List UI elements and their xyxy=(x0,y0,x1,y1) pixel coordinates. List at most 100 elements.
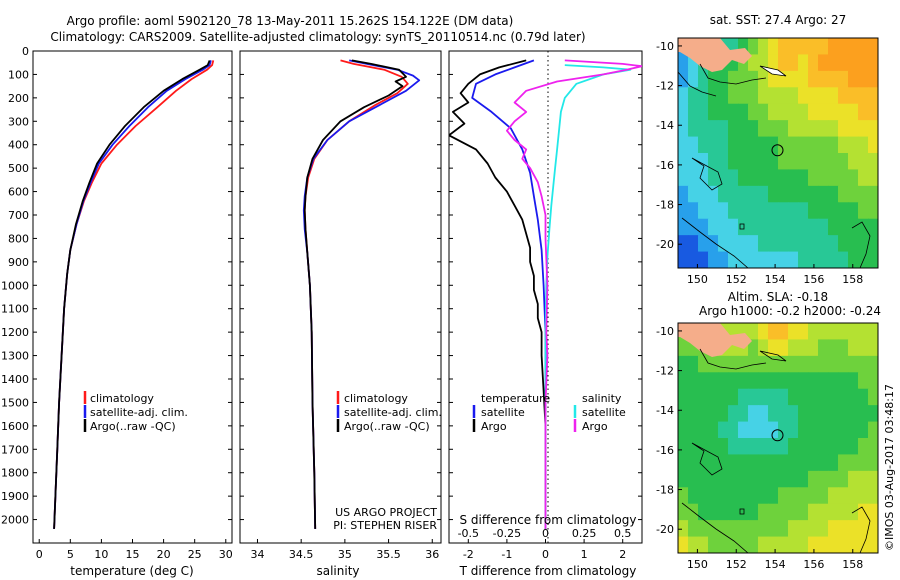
x-tick-label: 34 xyxy=(250,548,264,561)
map-cell xyxy=(868,323,878,341)
map-cell xyxy=(818,339,829,357)
map-cell xyxy=(748,438,759,456)
map-cell xyxy=(768,169,779,187)
reef-contour xyxy=(739,223,745,230)
map-cell xyxy=(708,438,719,456)
map-cell xyxy=(858,54,869,72)
series-line-3 xyxy=(303,59,407,529)
map-cell xyxy=(718,405,729,423)
map-cell xyxy=(808,120,819,138)
map-cell xyxy=(798,120,809,138)
y-tick-label: 900 xyxy=(8,256,29,269)
map-cell xyxy=(848,421,859,439)
map-cell xyxy=(838,487,849,505)
map-cell xyxy=(698,87,709,105)
y-tick-label: 1200 xyxy=(1,326,29,339)
map-cell xyxy=(678,70,689,88)
map-cell xyxy=(828,235,839,253)
map-cell xyxy=(708,235,719,253)
sst-field xyxy=(678,38,878,268)
map-cell xyxy=(808,202,819,220)
map-cell xyxy=(778,454,789,472)
map-cell xyxy=(698,202,709,220)
map-cell xyxy=(718,202,729,220)
map-cell xyxy=(718,185,729,203)
map-cell xyxy=(738,153,749,171)
map-cell xyxy=(858,503,869,521)
x-tick-label: -2 xyxy=(463,548,474,561)
salinity-series xyxy=(302,59,421,529)
y-tick-label: 1300 xyxy=(1,350,29,363)
map-cell xyxy=(828,323,839,341)
argo-position-marker xyxy=(771,144,784,157)
map-cell xyxy=(808,339,819,357)
map-cell xyxy=(748,372,759,390)
map-cell xyxy=(758,339,769,357)
x-tick-label: 10 xyxy=(94,548,108,561)
map-cell xyxy=(798,218,809,236)
map-cell xyxy=(698,520,709,538)
map-cell xyxy=(758,372,769,390)
map-cell xyxy=(688,339,699,357)
map-cell xyxy=(778,503,789,521)
salinity-panel-frame xyxy=(239,50,442,544)
map-cell xyxy=(788,54,799,72)
map-cell xyxy=(828,70,839,88)
reef-contour xyxy=(691,157,723,191)
y-tick-label: 1600 xyxy=(1,420,29,433)
map-cell xyxy=(678,503,689,521)
map-cell xyxy=(788,235,799,253)
map-cell xyxy=(698,503,709,521)
y-tick-label: -14 xyxy=(656,404,674,417)
map-cell xyxy=(858,136,869,154)
map-cell xyxy=(778,120,789,138)
map-cell xyxy=(778,388,789,406)
map-cell xyxy=(698,136,709,154)
map-cell xyxy=(798,38,809,56)
series-line-3 xyxy=(53,60,211,529)
map-cell xyxy=(818,87,829,105)
map-cell xyxy=(758,54,769,72)
map-cell xyxy=(758,323,769,341)
map-cell xyxy=(718,70,729,88)
map-cell xyxy=(678,251,689,268)
coast-contour xyxy=(681,502,749,553)
y-tick-label: -10 xyxy=(656,40,674,53)
map-cell xyxy=(848,372,859,390)
map-cell xyxy=(788,185,799,203)
map-cell xyxy=(758,169,769,187)
map-cell xyxy=(788,323,799,341)
map-cell xyxy=(848,520,859,538)
map-cell xyxy=(838,218,849,236)
map-cell xyxy=(838,438,849,456)
map-cell xyxy=(848,388,859,406)
map-cell xyxy=(838,251,849,268)
map-cell xyxy=(868,339,878,357)
map-cell xyxy=(778,70,789,88)
y-tick-label: -12 xyxy=(656,365,674,378)
map-cell xyxy=(728,520,739,538)
map-cell xyxy=(798,454,809,472)
map-cell xyxy=(788,355,799,373)
map-cell xyxy=(788,421,799,439)
map-cell xyxy=(798,372,809,390)
y-tick-label: -18 xyxy=(656,199,674,212)
map-cell xyxy=(738,388,749,406)
map-cell xyxy=(868,54,878,72)
map-cell xyxy=(798,487,809,505)
temperature-series xyxy=(53,60,215,529)
map-cell xyxy=(828,218,839,236)
map-cell xyxy=(838,372,849,390)
map-cell xyxy=(688,487,699,505)
legend-t-satellite-label: satellite xyxy=(481,406,525,419)
map-cell xyxy=(768,54,779,72)
map-cell xyxy=(778,87,789,105)
map-cell xyxy=(798,153,809,171)
map-cell xyxy=(818,405,829,423)
map-cell xyxy=(698,120,709,138)
map-cell xyxy=(778,185,789,203)
map-cell xyxy=(848,38,859,56)
map-cell xyxy=(848,487,859,505)
map-cell xyxy=(758,153,769,171)
x-tick-label: 0 xyxy=(36,548,43,561)
